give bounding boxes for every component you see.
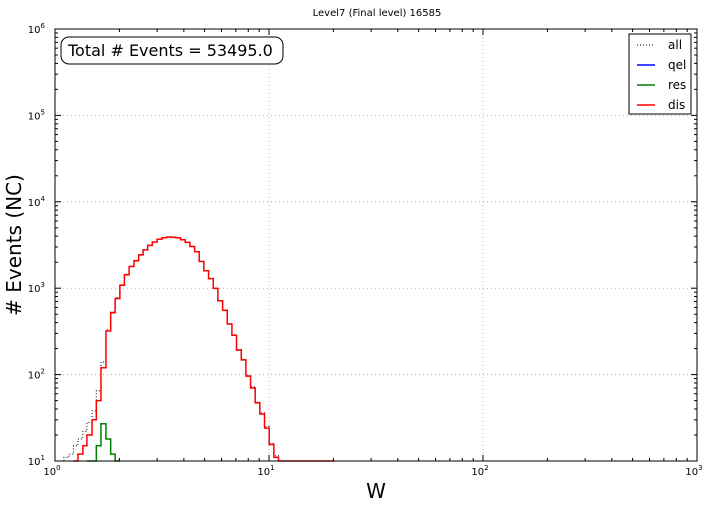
y-tick-exponent: 3: [41, 281, 45, 289]
x-tick-exponent: 3: [698, 464, 702, 472]
x-tick-label: 101: [257, 464, 274, 478]
x-tick-exponent: 1: [270, 464, 274, 472]
x-tick-label: 100: [43, 464, 60, 478]
y-tick-exponent: 5: [41, 108, 45, 116]
y-tick-exponent: 1: [41, 454, 45, 462]
y-axis-ticks: 101 102 103 104 105 106: [28, 22, 697, 468]
series-dis-histogram: [73, 236, 335, 462]
y-axis-label: # Events (NC): [2, 174, 26, 316]
y-tick-label: 104: [28, 195, 46, 209]
legend-label-dis: dis: [668, 98, 685, 112]
x-tick-exponent: 0: [56, 464, 60, 472]
x-tick-exponent: 2: [484, 464, 488, 472]
series-all-histogram: [55, 236, 335, 462]
x-axis-ticks: 100 101 102 103: [43, 29, 703, 478]
legend-label-res: res: [668, 78, 686, 92]
plot-frame: [54, 28, 698, 462]
x-tick-label: 102: [471, 464, 488, 478]
y-tick-label: 105: [28, 108, 45, 122]
legend-box: [628, 33, 692, 115]
annotation-box: [60, 36, 284, 65]
chart-title: Level7 (Final level) 16585: [313, 8, 442, 19]
y-tick-exponent: 6: [41, 22, 46, 30]
y-tick-label: 106: [28, 22, 46, 36]
y-tick-label: 102: [28, 368, 45, 382]
x-tick-label: 103: [685, 464, 702, 478]
legend-label-all: all: [668, 38, 682, 52]
total-events-annotation: Total # Events = 53495.0: [60, 36, 284, 65]
y-tick-exponent: 2: [41, 368, 45, 376]
grid: [55, 29, 697, 461]
plot-series: [55, 236, 335, 462]
x-axis-label: W: [366, 479, 386, 503]
y-tick-label: 103: [28, 281, 45, 295]
legend-label-qel: qel: [668, 58, 686, 72]
y-tick-exponent: 4: [41, 195, 46, 203]
annotation-text: Total # Events = 53495.0: [67, 41, 273, 60]
y-tick-label: 101: [28, 454, 45, 468]
legend: all qel res dis: [628, 33, 692, 115]
